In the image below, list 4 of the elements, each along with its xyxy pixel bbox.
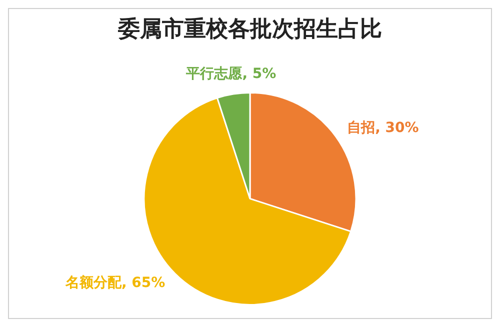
slice-label: 名额分配, 65% — [64, 274, 166, 292]
chart-title: 委属市重校各批次招生占比 — [117, 16, 382, 42]
slice-label: 平行志愿, 5% — [185, 66, 276, 82]
slice-label: 自招, 30% — [347, 120, 419, 136]
